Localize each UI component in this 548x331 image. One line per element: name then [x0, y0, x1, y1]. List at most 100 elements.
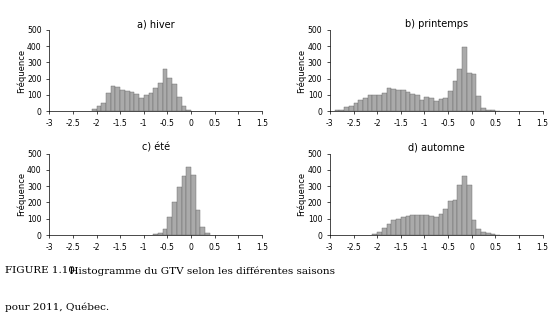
Bar [448, 201, 453, 235]
Bar [368, 95, 373, 111]
Bar [429, 216, 434, 235]
Bar [111, 86, 116, 111]
Text: pour 2011, Québec.: pour 2011, Québec. [5, 303, 110, 312]
Bar [181, 106, 186, 111]
Bar [467, 184, 472, 235]
Bar [373, 95, 377, 111]
Bar [339, 110, 344, 111]
Bar [438, 99, 443, 111]
Bar [177, 187, 181, 235]
Bar [205, 233, 210, 235]
Bar [125, 91, 130, 111]
Bar [139, 98, 144, 111]
Bar [434, 102, 438, 111]
Bar [424, 97, 429, 111]
Bar [438, 214, 443, 235]
Bar [363, 98, 368, 111]
Bar [106, 93, 111, 111]
Bar [130, 92, 134, 111]
Bar [448, 91, 453, 111]
Bar [401, 217, 406, 235]
Bar [158, 233, 163, 235]
Bar [415, 95, 420, 111]
Bar [92, 109, 96, 111]
Bar [191, 175, 196, 235]
Bar [458, 69, 462, 111]
Bar [490, 234, 495, 235]
Bar [186, 166, 191, 235]
Bar [406, 216, 410, 235]
Bar [406, 92, 410, 111]
Bar [462, 176, 467, 235]
Bar [391, 89, 396, 111]
Bar [472, 220, 476, 235]
Bar [467, 73, 472, 111]
Bar [158, 83, 163, 111]
Y-axis label: Fréquence: Fréquence [297, 48, 306, 93]
Y-axis label: Fréquence: Fréquence [297, 172, 306, 216]
Bar [144, 95, 149, 111]
Bar [358, 100, 363, 111]
Bar [377, 95, 382, 111]
Bar [168, 78, 172, 111]
Bar [443, 209, 448, 235]
Bar [434, 217, 438, 235]
Bar [462, 47, 467, 111]
Bar [163, 69, 168, 111]
Bar [486, 233, 490, 235]
Y-axis label: Fréquence: Fréquence [16, 172, 26, 216]
Bar [134, 94, 139, 111]
Bar [172, 203, 177, 235]
Bar [177, 97, 181, 111]
Bar [153, 234, 158, 235]
Bar [472, 74, 476, 111]
Bar [476, 96, 481, 111]
Bar [424, 215, 429, 235]
Bar [153, 88, 158, 111]
Title: a) hiver: a) hiver [137, 19, 174, 29]
Bar [163, 229, 168, 235]
Bar [387, 224, 391, 235]
Bar [116, 87, 120, 111]
Bar [410, 94, 415, 111]
Bar [396, 219, 401, 235]
Bar [149, 93, 153, 111]
Bar [344, 107, 349, 111]
Bar [168, 217, 172, 235]
Bar [196, 210, 201, 235]
Bar [429, 98, 434, 111]
Bar [453, 81, 458, 111]
Bar [410, 215, 415, 235]
Bar [96, 106, 101, 111]
Bar [377, 232, 382, 235]
Title: c) été: c) été [141, 143, 170, 153]
Bar [481, 108, 486, 111]
Bar [382, 93, 387, 111]
Bar [481, 232, 486, 235]
Bar [101, 103, 106, 111]
Bar [181, 176, 186, 235]
Bar [120, 90, 125, 111]
Bar [391, 220, 396, 235]
Bar [458, 185, 462, 235]
Bar [172, 83, 177, 111]
Bar [415, 215, 420, 235]
Bar [353, 103, 358, 111]
Text: Histogramme du GTV selon les différentes saisons: Histogramme du GTV selon les différentes… [63, 266, 335, 276]
Title: d) automne: d) automne [408, 143, 465, 153]
Bar [396, 90, 401, 111]
Bar [373, 234, 377, 235]
Bar [382, 228, 387, 235]
Bar [476, 229, 481, 235]
Bar [453, 200, 458, 235]
Bar [420, 214, 424, 235]
Bar [420, 100, 424, 111]
Bar [349, 106, 353, 111]
Title: b) printemps: b) printemps [404, 19, 468, 29]
Y-axis label: Fréquence: Fréquence [16, 48, 26, 93]
Bar [486, 110, 490, 111]
Text: FIGURE 1.10.: FIGURE 1.10. [5, 266, 79, 275]
Bar [201, 227, 205, 235]
Bar [401, 90, 406, 111]
Bar [443, 98, 448, 111]
